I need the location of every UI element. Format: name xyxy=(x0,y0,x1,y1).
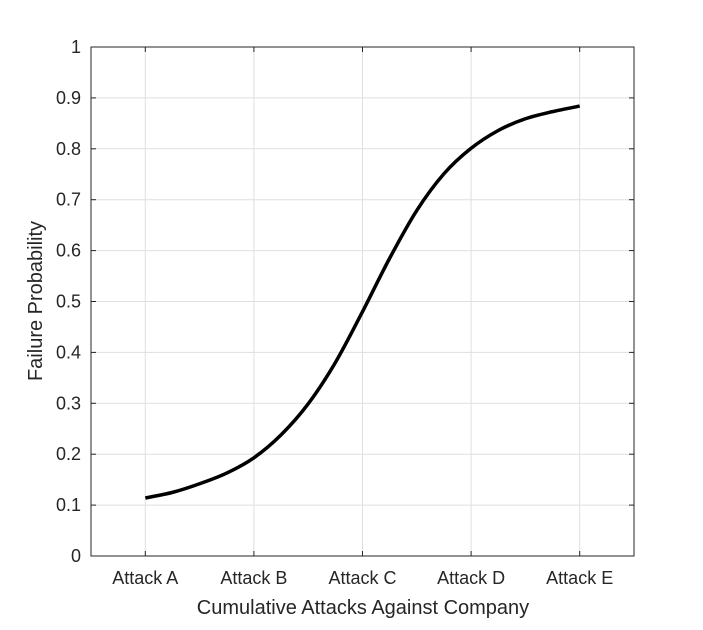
y-tick-label: 0.9 xyxy=(56,88,81,108)
y-tick-label: 0.1 xyxy=(56,495,81,515)
x-tick-label: Attack D xyxy=(437,568,505,588)
series-layer xyxy=(144,104,581,500)
y-tick-label: 0.6 xyxy=(56,241,81,261)
grid-lines xyxy=(91,47,634,556)
x-tick-labels: Attack A Attack B Attack C Attack D Attack E xyxy=(112,568,613,588)
y-tick-label: 0.7 xyxy=(56,190,81,210)
x-tick-label: Attack E xyxy=(546,568,613,588)
series-line xyxy=(144,104,581,500)
y-axis-label: Failure Probability xyxy=(25,221,47,381)
x-tick-label: Attack A xyxy=(112,568,178,588)
y-tick-label: 0.4 xyxy=(56,342,81,362)
y-tick-label: 0.3 xyxy=(56,393,81,413)
y-tick-labels: 0 0.1 0.2 0.3 0.4 0.5 0.6 0.7 0.8 0.9 1 xyxy=(56,37,81,566)
y-tick-label: 0.2 xyxy=(56,444,81,464)
axis-ticks xyxy=(91,46,634,557)
y-tick-label: 0 xyxy=(71,546,81,566)
x-axis-label: Cumulative Attacks Against Company xyxy=(197,597,529,619)
y-tick-label: 0.8 xyxy=(56,139,81,159)
x-tick-label: Attack B xyxy=(220,568,287,588)
y-tick-label: 0.5 xyxy=(56,292,81,312)
x-tick-label: Attack C xyxy=(328,568,396,588)
y-tick-label: 1 xyxy=(71,37,81,57)
